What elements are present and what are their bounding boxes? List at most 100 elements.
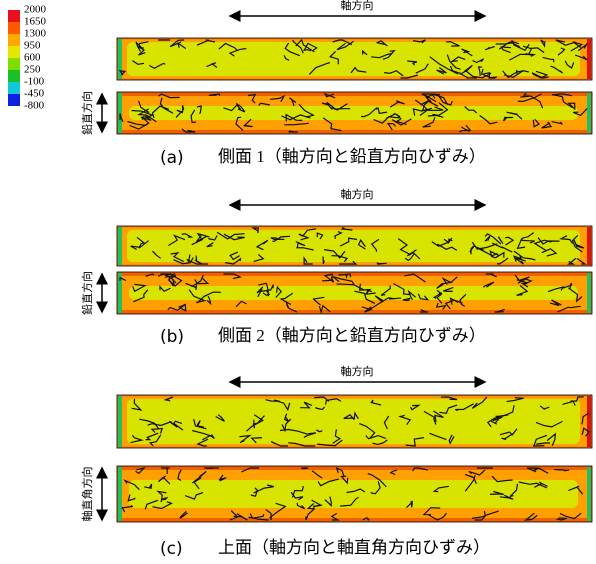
legend-swatch <box>8 10 20 22</box>
plot-end <box>587 227 591 265</box>
crack <box>163 396 174 402</box>
crack <box>439 404 458 414</box>
crack <box>190 109 197 124</box>
crack <box>513 255 523 262</box>
caption: 側面 1（軸方向と鉛直方向ひずみ） <box>218 147 486 166</box>
crack <box>289 97 297 107</box>
crack <box>406 249 421 260</box>
crack <box>138 100 150 114</box>
crack <box>425 93 436 103</box>
crack <box>429 56 459 75</box>
crack <box>525 53 537 57</box>
crack <box>312 296 325 306</box>
crack <box>501 432 515 441</box>
crack <box>127 120 150 127</box>
legend-swatch <box>8 94 20 106</box>
crack <box>215 414 225 422</box>
crack <box>261 284 274 292</box>
crack <box>138 46 146 56</box>
crack <box>477 66 483 76</box>
crack <box>130 434 144 444</box>
crack <box>323 92 336 99</box>
crack <box>250 437 262 444</box>
plot-end <box>118 93 122 133</box>
crack <box>339 237 358 247</box>
crack <box>133 289 149 303</box>
plot-core <box>127 399 580 444</box>
crack <box>557 47 566 56</box>
crack <box>573 239 585 249</box>
crack <box>428 512 447 521</box>
crack <box>181 128 196 133</box>
crack <box>275 285 282 298</box>
crack <box>181 233 194 238</box>
crack <box>288 442 316 447</box>
crack <box>292 39 304 54</box>
crack <box>432 93 449 106</box>
crack <box>206 242 214 248</box>
contour-plot <box>116 394 593 449</box>
crack <box>196 291 221 304</box>
crack <box>206 62 218 68</box>
crack <box>375 40 388 47</box>
crack <box>526 467 539 473</box>
crack <box>150 427 164 434</box>
crack <box>353 411 359 420</box>
crack <box>422 106 444 112</box>
crack <box>121 504 134 513</box>
crack <box>283 55 290 61</box>
crack <box>549 299 562 307</box>
crack <box>346 488 366 494</box>
crack <box>184 492 204 500</box>
crack <box>405 437 424 447</box>
crack <box>336 40 355 51</box>
contour-plot <box>116 91 593 135</box>
crack <box>435 302 447 310</box>
crack <box>324 398 342 405</box>
crack <box>303 256 313 265</box>
crack <box>139 418 159 430</box>
crack <box>144 499 159 510</box>
crack <box>380 285 392 296</box>
crack <box>119 277 127 281</box>
caption-id: (c) <box>160 539 183 559</box>
crack <box>306 503 315 510</box>
crack <box>502 70 518 79</box>
crack <box>397 238 411 256</box>
crack <box>279 428 309 435</box>
crack <box>491 242 513 253</box>
crack <box>450 56 466 63</box>
crack <box>159 97 174 114</box>
crack <box>469 244 476 255</box>
crack <box>136 236 146 249</box>
crack <box>563 282 573 289</box>
crack <box>441 276 458 285</box>
crack <box>196 420 205 428</box>
crack <box>537 237 560 245</box>
crack <box>393 282 410 296</box>
crack <box>284 42 301 57</box>
crack <box>170 252 185 263</box>
crack <box>514 274 530 282</box>
plot-end <box>587 396 591 447</box>
crack <box>422 117 436 128</box>
crack <box>391 118 412 126</box>
crack <box>557 305 581 313</box>
crack <box>132 60 145 66</box>
plot-core <box>129 480 578 508</box>
crack <box>567 287 583 303</box>
crack <box>402 297 411 302</box>
crack <box>185 282 197 291</box>
crack <box>135 466 146 475</box>
crack <box>407 60 418 66</box>
crack <box>505 236 515 246</box>
crack <box>315 406 326 411</box>
crack <box>140 115 152 121</box>
crack <box>443 286 454 292</box>
crack <box>331 255 349 263</box>
crack <box>415 63 429 74</box>
crack <box>534 467 549 474</box>
crack <box>555 39 576 46</box>
crack <box>158 475 171 485</box>
